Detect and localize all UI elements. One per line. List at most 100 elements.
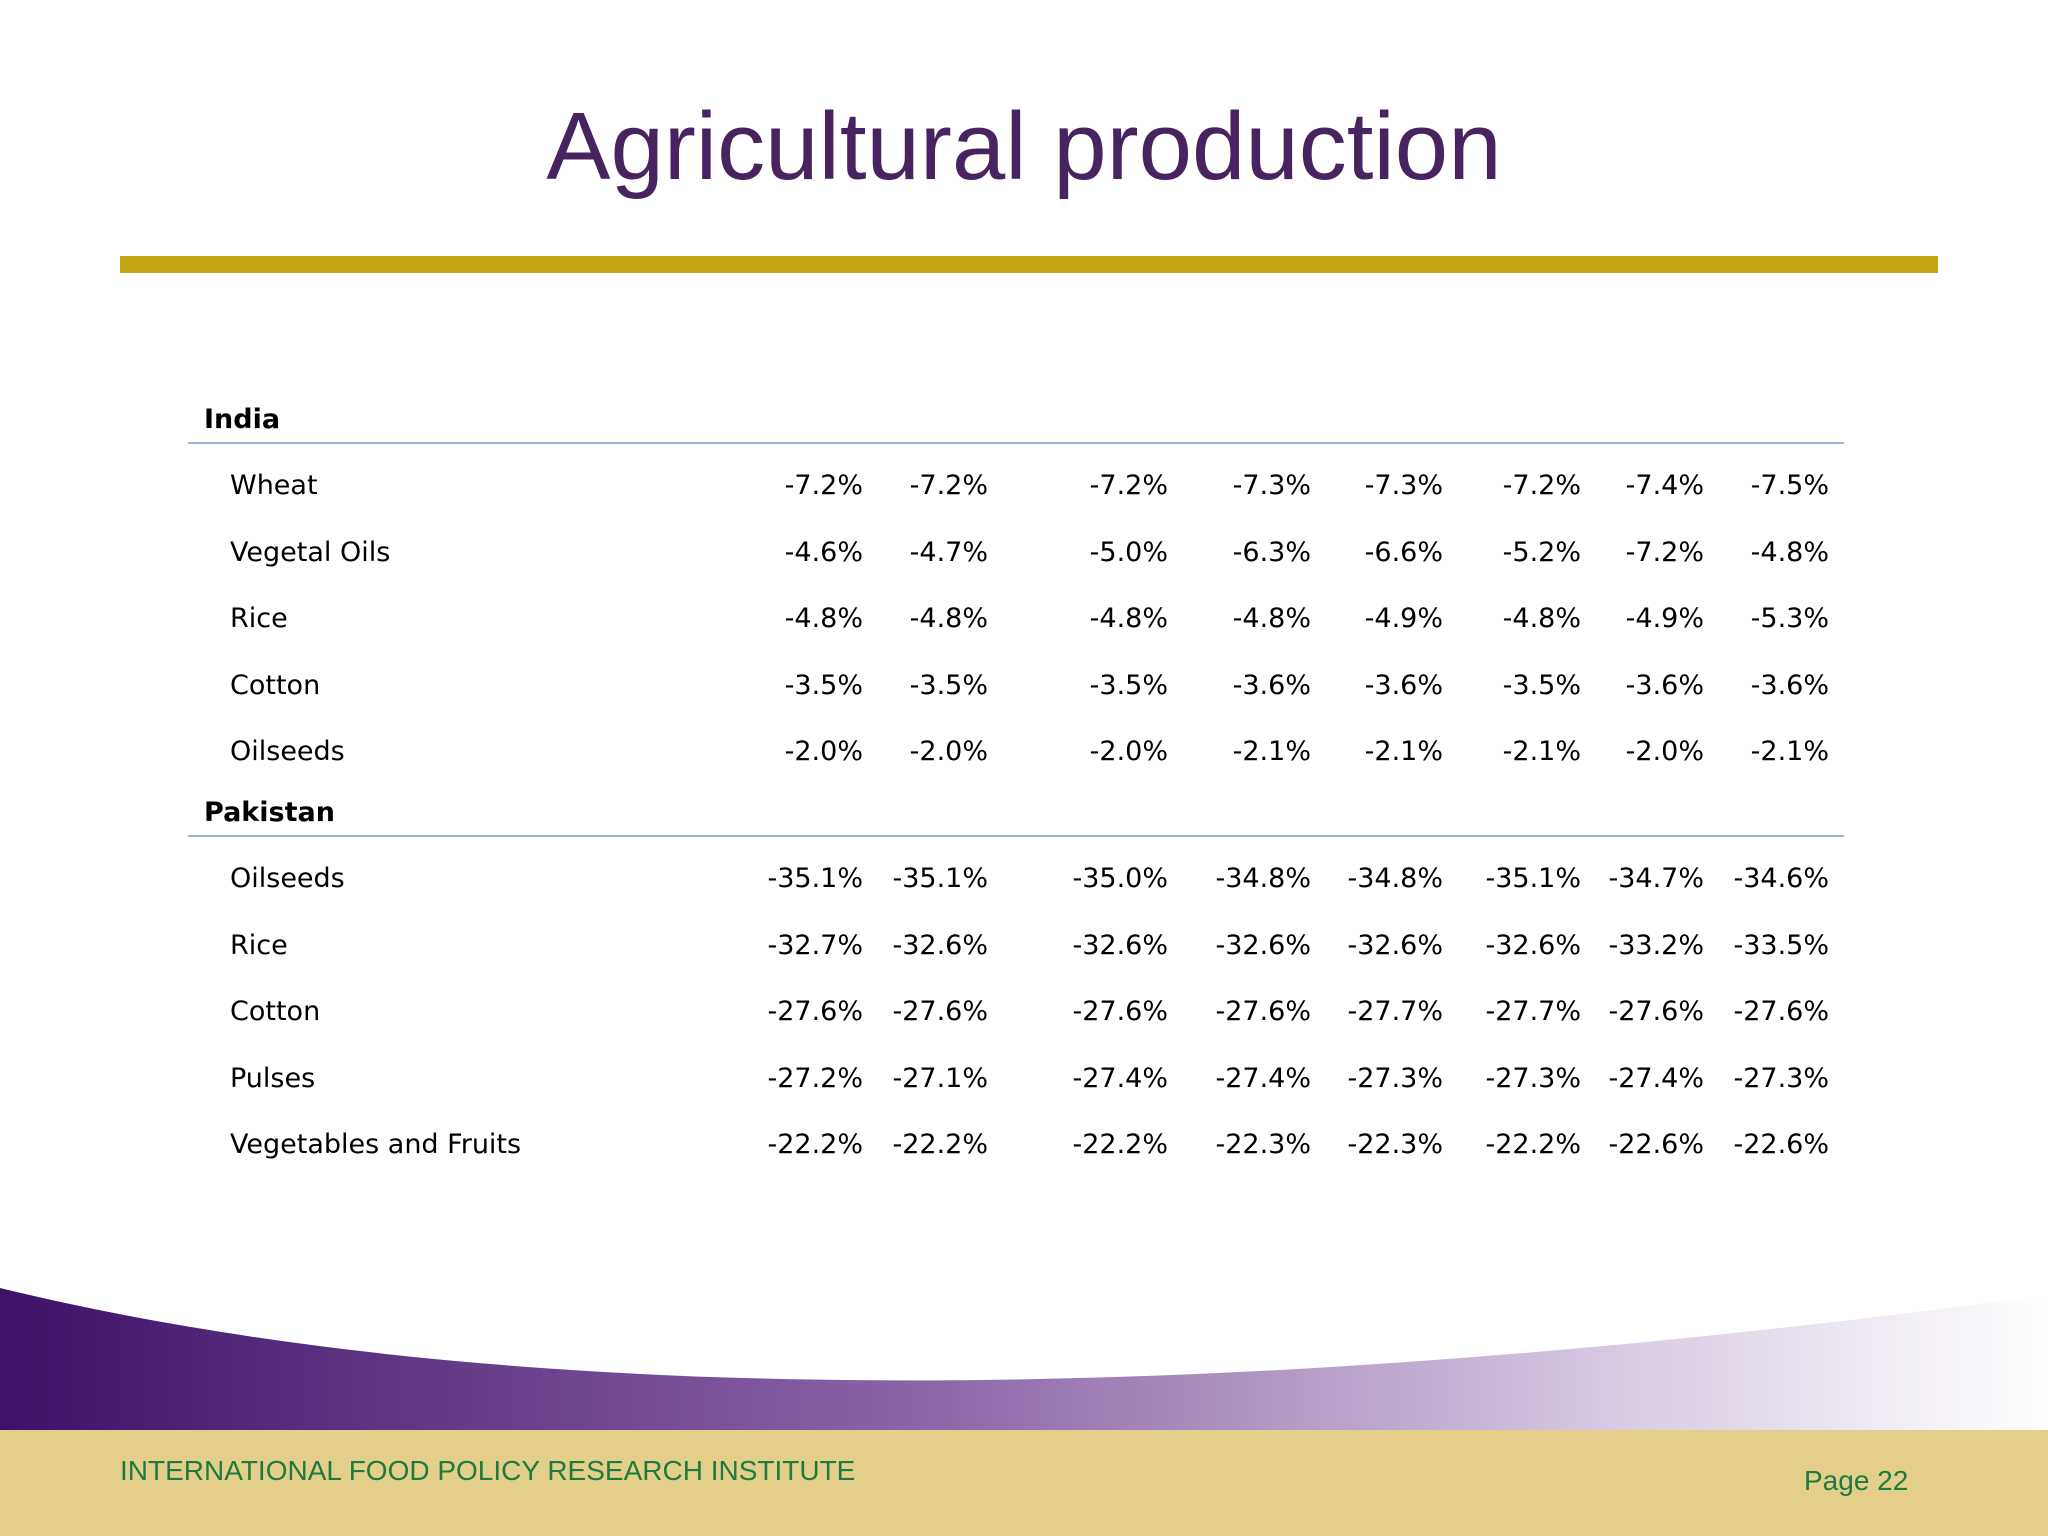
table-cell: -4.8% <box>1089 603 1168 635</box>
table-cell: -33.2% <box>1608 929 1704 961</box>
row-label: Wheat <box>230 470 318 501</box>
group-header: Pakistan <box>188 783 1844 837</box>
table-cell: -3.6% <box>1364 669 1443 701</box>
row-label: Oilseeds <box>230 862 345 894</box>
table-cell: -22.3% <box>1215 1129 1311 1161</box>
group-divider <box>188 834 1844 837</box>
table-cell: -22.2% <box>1485 1129 1581 1161</box>
table-cell: -5.3% <box>1750 603 1829 635</box>
table-cell: -32.7% <box>767 929 863 961</box>
table-cell: -27.7% <box>1347 996 1443 1028</box>
table-cell: -32.6% <box>1215 929 1311 961</box>
table-cell: -7.3% <box>1364 470 1443 501</box>
table-cell: -4.9% <box>1364 603 1443 635</box>
table-cell: -27.2% <box>767 1062 863 1094</box>
table-cell: -32.6% <box>1072 929 1168 961</box>
table-cell: -2.0% <box>1089 736 1168 768</box>
table-cell: -35.1% <box>892 862 988 894</box>
row-label: Pulses <box>230 1062 316 1094</box>
footer-page-number: Page 22 <box>1804 1465 1909 1496</box>
table-cell: -27.7% <box>1485 996 1581 1028</box>
table-cell: -3.6% <box>1750 669 1829 701</box>
table-cell: -7.2% <box>1502 470 1581 501</box>
table-cell: -35.0% <box>1072 862 1168 894</box>
row-label: Rice <box>230 603 288 635</box>
row-label: Cotton <box>230 669 321 701</box>
table-cell: -34.8% <box>1347 862 1443 894</box>
table-cell: -3.5% <box>1502 669 1581 701</box>
table-cell: -2.0% <box>1625 736 1704 768</box>
table-cell: -27.6% <box>1733 996 1829 1028</box>
table-row: Oilseeds -2.0% -2.0% -2.0% -2.1% -2.1% -2.1% -2… <box>188 710 1844 777</box>
table-row: Cotton -27.6% -27.6% -27.6% -27.6% -27.7% -27.… <box>188 970 1844 1037</box>
row-label: Oilseeds <box>230 736 345 768</box>
table-row: Wheat -7.2% -7.2% -7.2% -7.3% -7.3% -7.2% -7.4%… <box>188 444 1844 511</box>
table-cell: -7.2% <box>784 470 863 501</box>
decorative-wave <box>0 1288 2048 1432</box>
table-cell: -27.4% <box>1608 1062 1704 1094</box>
table-cell: -4.6% <box>784 536 863 568</box>
row-label: Vegetal Oils <box>230 536 391 568</box>
table-cell: -35.1% <box>1485 862 1581 894</box>
table-cell: -4.8% <box>909 603 988 635</box>
table-cell: -27.6% <box>1215 996 1311 1028</box>
table-cell: -34.8% <box>1215 862 1311 894</box>
table-cell: -27.1% <box>892 1062 988 1094</box>
table-cell: -7.2% <box>1089 470 1168 501</box>
table-cell: -3.6% <box>1625 669 1704 701</box>
table-row: Pulses -27.2% -27.1% -27.4% -27.4% -27.3% -27.… <box>188 1037 1844 1104</box>
table-cell: -4.8% <box>1502 603 1581 635</box>
group-name: Pakistan <box>204 796 335 828</box>
table-cell: -4.8% <box>784 603 863 635</box>
table-cell: -35.1% <box>767 862 863 894</box>
table-cell: -33.5% <box>1733 929 1829 961</box>
table-cell: -22.2% <box>767 1129 863 1161</box>
table-cell: -2.1% <box>1232 736 1311 768</box>
table-cell: -22.3% <box>1347 1129 1443 1161</box>
table-cell: -2.1% <box>1364 736 1443 768</box>
group-divider <box>188 442 1844 444</box>
table-cell: -7.2% <box>1625 536 1704 568</box>
table-cell: -5.2% <box>1502 536 1581 568</box>
table-cell: -22.6% <box>1608 1129 1704 1161</box>
table-cell: -4.8% <box>1232 603 1311 635</box>
table-cell: -27.6% <box>892 996 988 1028</box>
table-cell: -34.7% <box>1608 862 1704 894</box>
table-cell: -32.6% <box>892 929 988 961</box>
table-cell: -27.4% <box>1072 1062 1168 1094</box>
table-cell: -2.0% <box>784 736 863 768</box>
title-underline-bar <box>120 256 1938 273</box>
table-cell: -22.2% <box>1072 1129 1168 1161</box>
table-cell: -2.1% <box>1750 736 1829 768</box>
table-cell: -27.4% <box>1215 1062 1311 1094</box>
slide-title: Agricultural production <box>546 93 1502 200</box>
table-cell: -3.5% <box>1089 669 1168 701</box>
row-label: Vegetables and Fruits <box>230 1129 522 1161</box>
table-row: Vegetal Oils -4.6% -4.7% -5.0% -6.3% -6.6% -5.… <box>188 511 1844 578</box>
table-cell: -27.6% <box>767 996 863 1028</box>
table-cell: -27.6% <box>1072 996 1168 1028</box>
table-cell: -4.8% <box>1750 536 1829 568</box>
row-label: Cotton <box>230 996 321 1028</box>
table-cell: -2.0% <box>909 736 988 768</box>
table-cell: -5.0% <box>1089 536 1168 568</box>
table-cell: -6.3% <box>1232 536 1311 568</box>
table-cell: -34.6% <box>1733 862 1829 894</box>
table-row: Rice -32.7% -32.6% -32.6% -32.6% -32.6% -32.6%… <box>188 904 1844 971</box>
table-cell: -27.6% <box>1608 996 1704 1028</box>
table-cell: -6.6% <box>1364 536 1443 568</box>
table-cell: -27.3% <box>1733 1062 1829 1094</box>
row-label: Rice <box>230 929 288 961</box>
table-cell: -27.3% <box>1347 1062 1443 1094</box>
footer-organization: INTERNATIONAL FOOD POLICY RESEARCH INSTI… <box>120 1455 856 1486</box>
table-cell: -27.3% <box>1485 1062 1581 1094</box>
group-header: India <box>188 390 1844 444</box>
table-cell: -7.5% <box>1750 470 1829 501</box>
footer-band <box>0 1430 2048 1536</box>
table-cell: -4.7% <box>909 536 988 568</box>
table-row: Oilseeds -35.1% -35.1% -35.0% -34.8% -34.8% -3… <box>188 837 1844 904</box>
results-table: India Wheat -7.2% -7.2% -7.2% -7.3% -7.3% -7.2%… <box>188 390 1844 1170</box>
table-cell: -7.2% <box>909 470 988 501</box>
table-cell: -7.4% <box>1625 470 1704 501</box>
table-cell: -2.1% <box>1502 736 1581 768</box>
